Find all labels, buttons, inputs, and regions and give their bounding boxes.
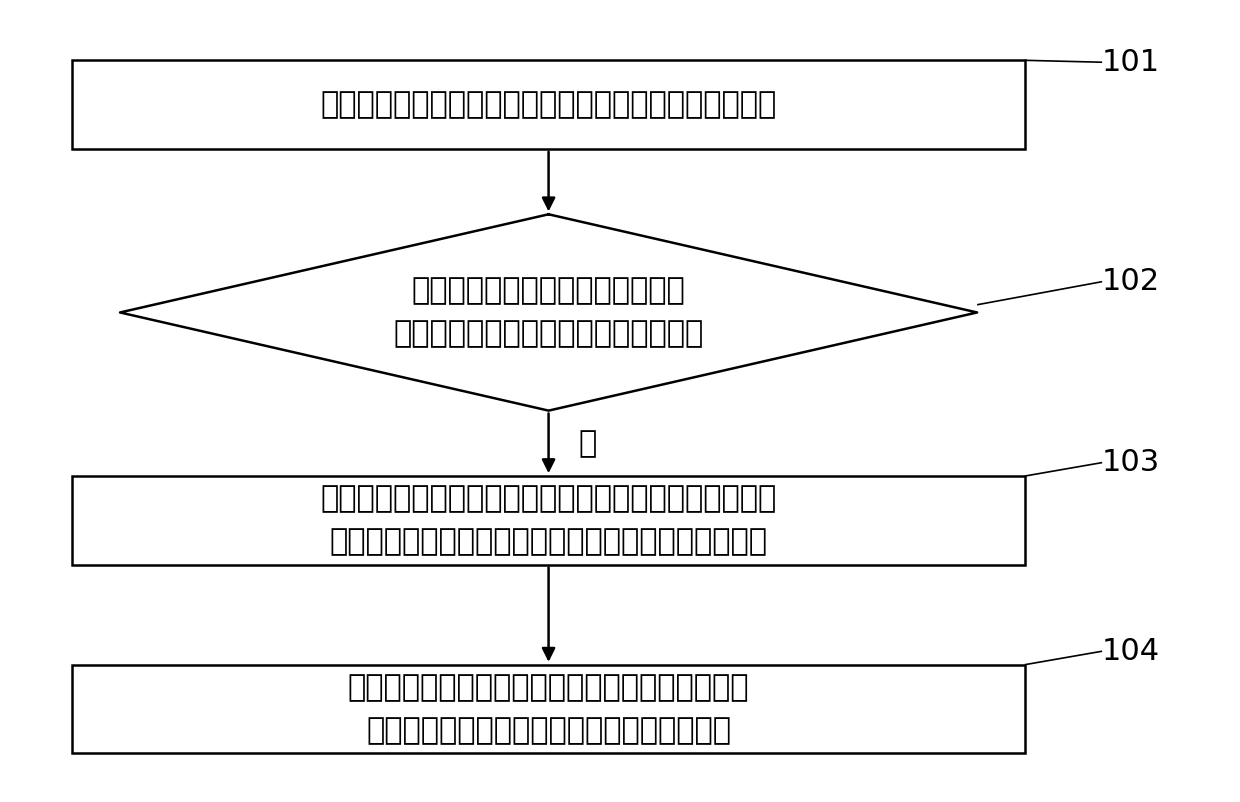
Bar	[72, 476, 1024, 565]
Polygon shape	[120, 214, 977, 411]
Text: 103: 103	[1102, 448, 1161, 477]
Text: 104: 104	[1102, 637, 1161, 666]
Text: 101: 101	[1102, 48, 1161, 77]
Bar	[72, 665, 1024, 753]
Text: 根据所述每次陀螺仪的输出角速度
检测飞控所属飞行器是否处于静止状态: 根据所述每次陀螺仪的输出角速度 检测飞控所属飞行器是否处于静止状态	[393, 277, 704, 348]
Text: 102: 102	[1102, 267, 1161, 296]
Text: 获取每次陀螺仪的输出角速度以及角速度对应的计数数值: 获取每次陀螺仪的输出角速度以及角速度对应的计数数值	[320, 90, 776, 119]
Text: 若所述角速度对应的计数数值达到预设数值，则陀
螺仪校准结束，输出所述计数数值对应的零偏: 若所述角速度对应的计数数值达到预设数值，则陀 螺仪校准结束，输出所述计数数值对应…	[348, 673, 749, 745]
Text: 根据所述角速度对应的计数数值对所述每次陀螺仪输出的
角速度累加求平均值，得到计数数值对应的陀螺仪零偏: 根据所述角速度对应的计数数值对所述每次陀螺仪输出的 角速度累加求平均值，得到计数…	[320, 484, 776, 557]
Bar	[72, 60, 1024, 149]
Text: 是: 是	[578, 429, 596, 458]
